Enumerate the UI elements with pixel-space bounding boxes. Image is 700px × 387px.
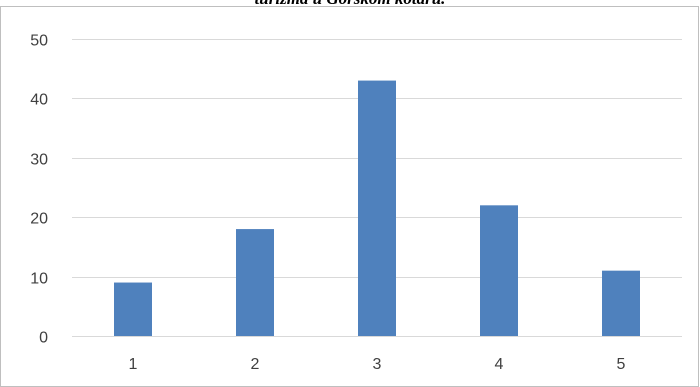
y-tick-label: 50 — [30, 33, 48, 50]
x-tick-label: 3 — [373, 356, 382, 373]
x-tick-label: 1 — [129, 356, 138, 373]
bar — [236, 229, 274, 336]
y-tick-label: 10 — [30, 271, 48, 288]
bar — [358, 80, 396, 336]
x-tick-label: 2 — [251, 356, 260, 373]
bar — [602, 270, 640, 336]
y-tick-label: 20 — [30, 211, 48, 228]
chart-border — [0, 6, 699, 387]
y-tick-label: 30 — [30, 152, 48, 169]
bar — [114, 282, 152, 336]
y-tick-label: 40 — [30, 92, 48, 109]
bar — [480, 205, 518, 336]
x-tick-label: 5 — [617, 356, 626, 373]
x-tick-label: 4 — [495, 356, 504, 373]
y-tick-label: 0 — [39, 330, 48, 347]
chart-title: turizma u Gorskom kotaru. — [0, 0, 700, 9]
